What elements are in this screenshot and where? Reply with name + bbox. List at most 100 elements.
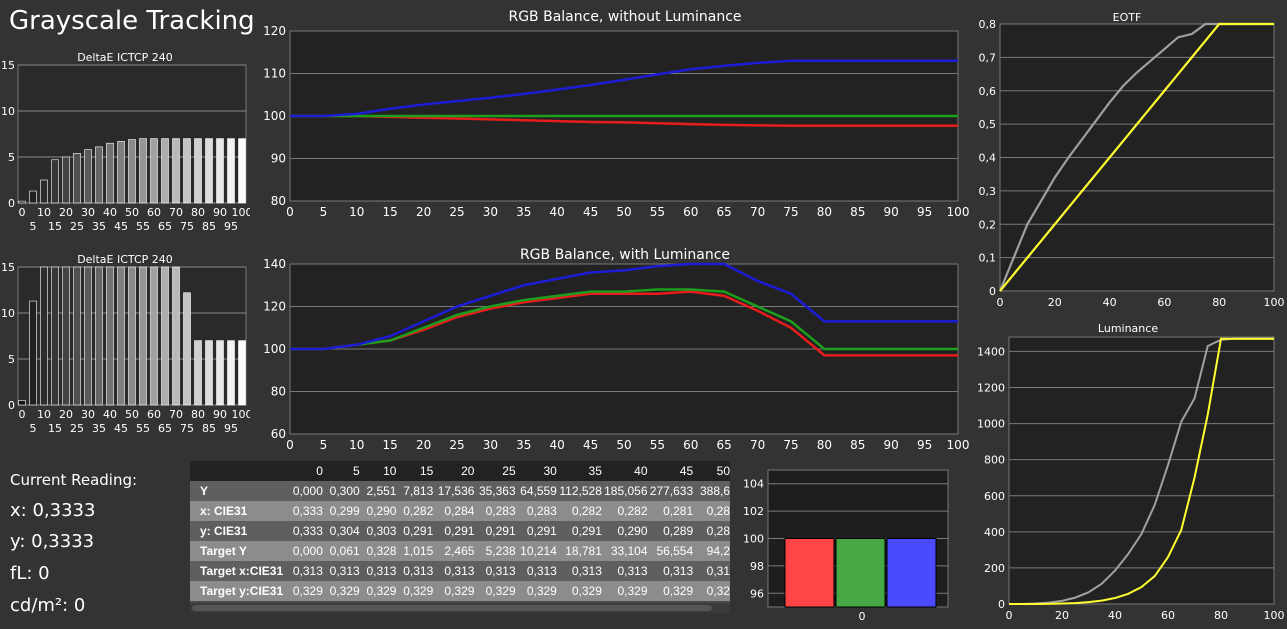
x-tick-label: 15 (48, 422, 62, 432)
table-row: Target y:CIE31 0,329 0,329 0,329 0,329 0,329 0… (190, 581, 730, 601)
y-tick-label: 140 (263, 257, 286, 271)
deltae-bar (205, 340, 213, 406)
deltae-bar (238, 138, 246, 204)
deltae-bar (84, 266, 92, 406)
y-tick-label: 0,1 (979, 252, 997, 265)
table-column-header: 5 (322, 461, 360, 481)
x-tick-label: 80 (1212, 296, 1226, 309)
page-title: Grayscale Tracking (9, 6, 255, 36)
x-tick-label: 0 (1006, 609, 1013, 622)
deltae-bar (40, 266, 48, 406)
x-tick-label: 20 (416, 438, 431, 452)
x-tick-label: 10 (349, 438, 364, 452)
table-cell: 64,559 (515, 481, 557, 501)
x-tick-label: 10 (37, 206, 51, 219)
deltae-bar (29, 300, 37, 406)
deltae-bar (128, 266, 136, 406)
y-tick-label: 120 (263, 24, 286, 38)
x-tick-label: 60 (1161, 609, 1175, 622)
y-tick-label: 1400 (977, 345, 1005, 358)
x-tick-label: 0 (997, 296, 1004, 309)
x-tick-label: 20 (59, 408, 73, 421)
table-cell: 0,28 (693, 501, 730, 521)
y-tick-label: 0,8 (979, 18, 997, 31)
y-tick-label: 15 (1, 261, 15, 274)
rgb-balance-chart-2: RGB Balance, with Luminance 608010012014… (263, 247, 969, 452)
table-horizontal-scrollbar[interactable] (190, 603, 730, 613)
y-tick-label: 60 (271, 427, 286, 441)
table-row: x: CIE31 0,333 0,299 0,290 0,282 0,284 0,283 0,… (190, 501, 730, 521)
deltae-bar (172, 138, 180, 204)
x-tick-label: 50 (125, 408, 139, 421)
x-tick-label: 50 (616, 205, 631, 219)
x-tick-label: 75 (180, 220, 194, 230)
x-tick-label: 60 (147, 408, 161, 421)
deltae-bar (95, 146, 103, 204)
scrollbar-thumb[interactable] (192, 605, 712, 611)
x-tick-label: 55 (136, 220, 150, 230)
x-tick-label: 100 (1264, 296, 1285, 309)
x-tick-label: 65 (158, 422, 172, 432)
luminance-chart-title: Luminance (1098, 322, 1158, 335)
y-tick-label: 80 (271, 194, 286, 208)
x-tick-label: 60 (1157, 296, 1171, 309)
deltae-bar (106, 266, 114, 406)
table-row: Target x:CIE31 0,313 0,313 0,313 0,313 0,313 0… (190, 561, 730, 581)
y-tick-label: 0,6 (979, 85, 997, 98)
y-tick-label: 5 (8, 353, 15, 366)
deltae-bar (139, 266, 147, 406)
deltae-bar (227, 340, 235, 406)
reading-y: y: 0,3333 (10, 531, 95, 552)
x-tick-label: 85 (850, 205, 865, 219)
deltae-bar (29, 190, 37, 204)
x-tick-label: 65 (717, 205, 732, 219)
table-cell: 18,781 (556, 541, 602, 561)
x-tick-label: 100 (947, 205, 970, 219)
deltae-bar (18, 400, 26, 406)
table-cell: 112,528 (556, 481, 602, 501)
x-tick-label: 10 (349, 205, 364, 219)
x-tick-label: 45 (583, 205, 598, 219)
table-cell: 0,290 (359, 501, 397, 521)
table-cell: 0,313 (359, 561, 397, 581)
table-cell: 0,000 (286, 541, 323, 561)
table-cell: 10,214 (515, 541, 557, 561)
table-row: Target Y 0,000 0,061 0,328 1,015 2,465 5,238 10… (190, 541, 730, 561)
deltae-bar (194, 138, 202, 204)
table-cell: 0,283 (515, 501, 557, 521)
y-tick-label: 90 (271, 152, 286, 166)
reading-x: x: 0,3333 (10, 500, 96, 521)
table-cell: 0,313 (647, 561, 694, 581)
x-tick-label: 60 (147, 206, 161, 219)
y-tick-label: 104 (743, 478, 764, 491)
x-tick-label: 5 (320, 205, 328, 219)
deltae-bar (95, 266, 103, 406)
x-tick-label: 5 (320, 438, 328, 452)
deltae-bar (73, 153, 81, 204)
deltae-bar (150, 138, 158, 204)
table-cell: 1,015 (396, 541, 434, 561)
y-tick-label: 10 (1, 307, 15, 320)
table-column-header: 45 (647, 461, 694, 481)
deltae-bar (128, 139, 136, 204)
x-tick-label: 20 (1055, 609, 1069, 622)
x-tick-label: 90 (884, 438, 899, 452)
table-corner (190, 461, 287, 481)
x-tick-label: 25 (70, 220, 84, 230)
deltae-bar (117, 141, 125, 204)
table-column-header: 40 (601, 461, 648, 481)
y-tick-label: 120 (263, 300, 286, 314)
x-tick-label: 85 (850, 438, 865, 452)
rgb-bar-chart: 96 98 100 102 104 0 (743, 469, 949, 623)
table-cell: 0,291 (474, 521, 516, 541)
y-tick-label: 800 (984, 454, 1005, 467)
deltae-bar (194, 340, 202, 406)
table-cell: 0,32 (693, 581, 730, 601)
table-cell: 0,313 (474, 561, 516, 581)
measurement-table[interactable]: 0 5 10 15 20 25 30 35 40 45 50 Y 0,000 0,300 2,551 7,81… (190, 461, 730, 603)
x-tick-label: 65 (158, 220, 172, 230)
x-tick-label: 25 (449, 438, 464, 452)
table-row: Y 0,000 0,300 2,551 7,813 17,536 35,363 64,559 1… (190, 481, 730, 501)
y-tick-label: 0 (8, 399, 15, 412)
y-tick-label: 400 (984, 526, 1005, 539)
